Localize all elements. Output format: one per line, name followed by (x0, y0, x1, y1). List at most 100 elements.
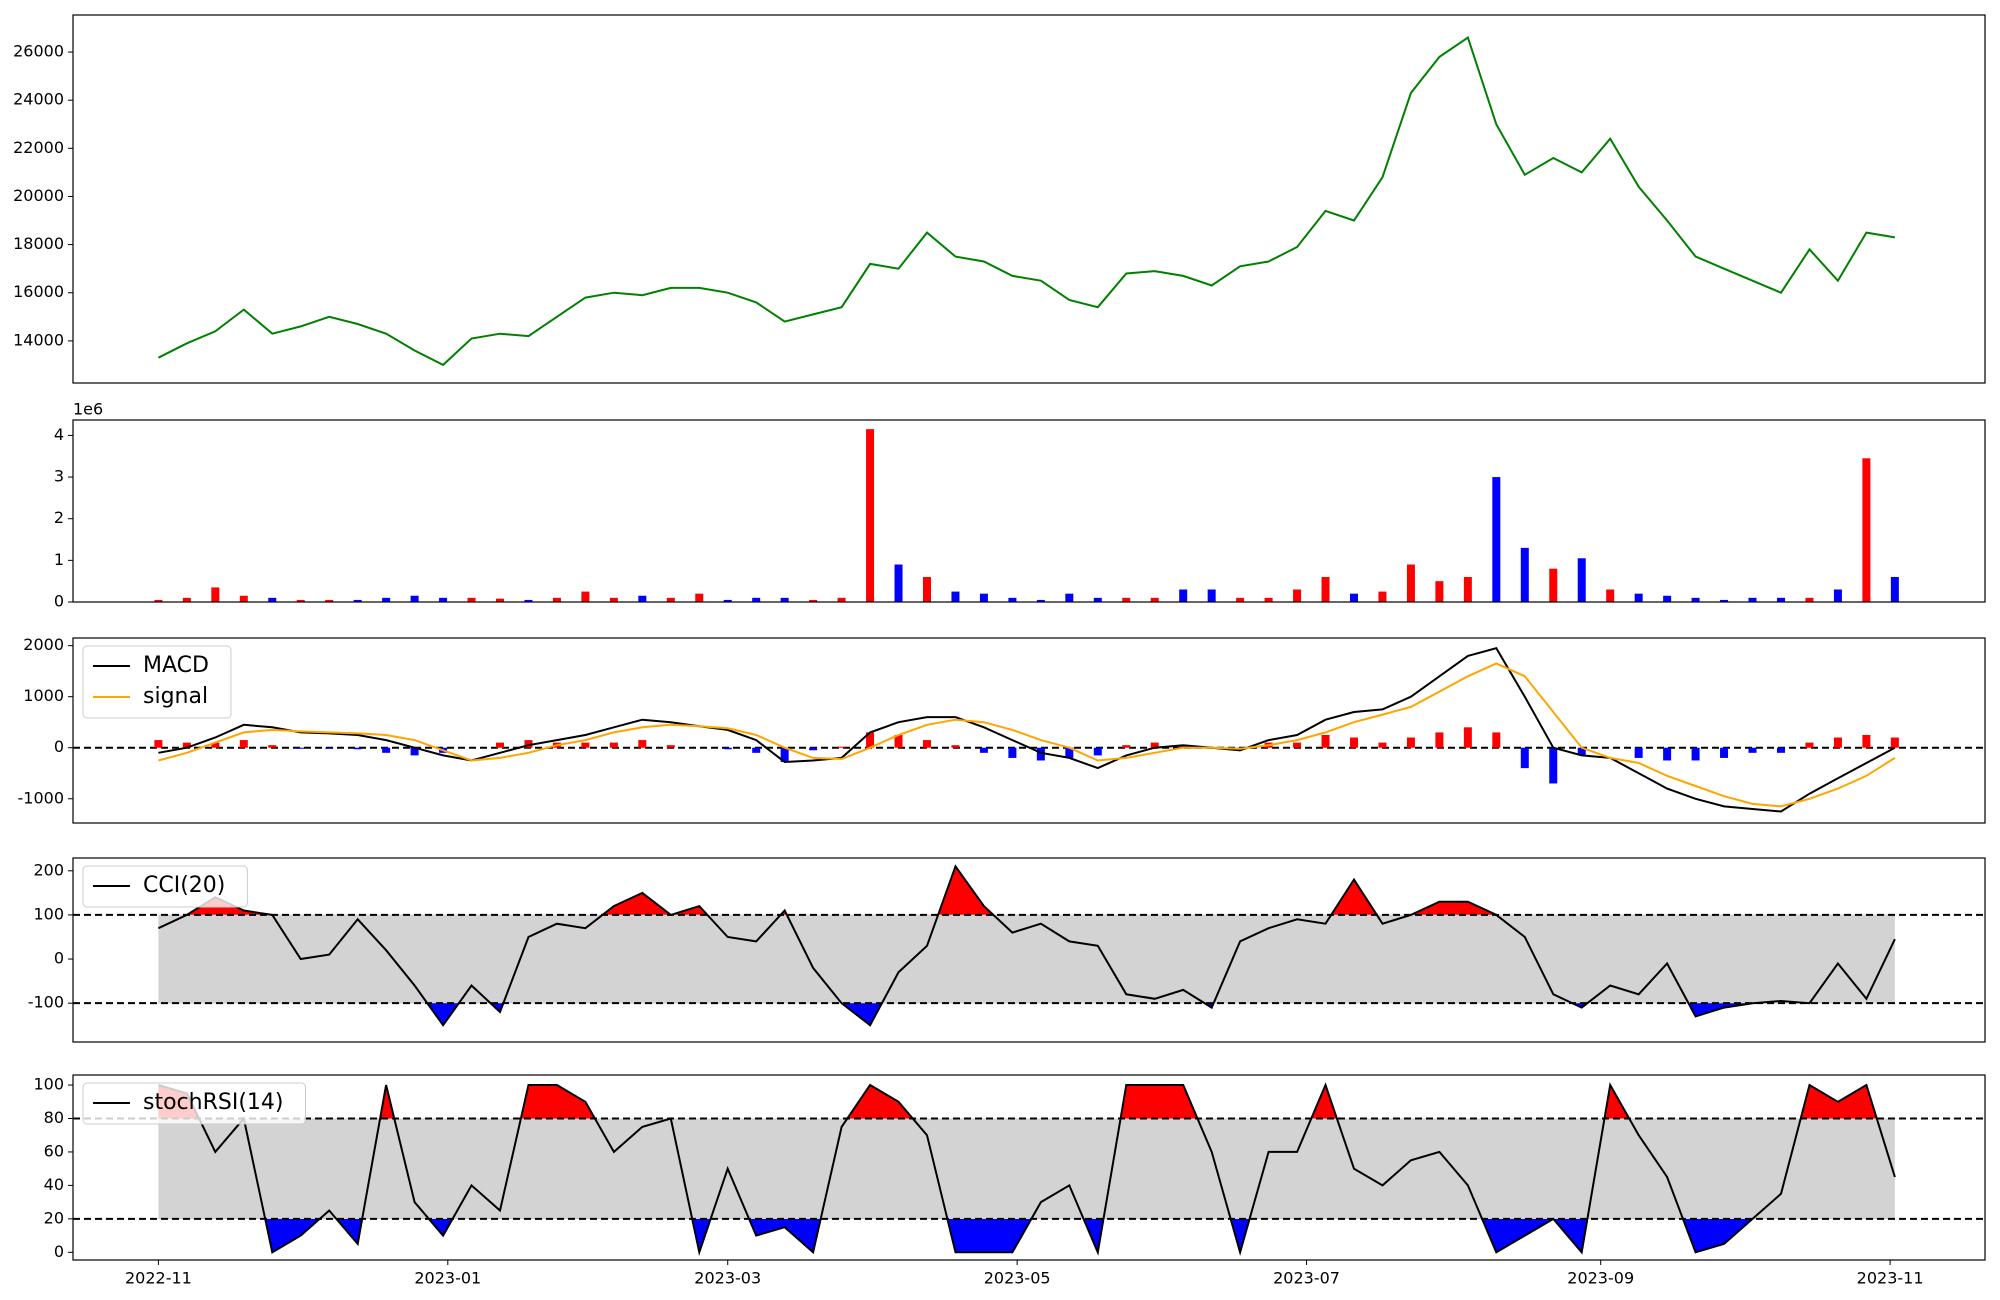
bar (1833, 589, 1842, 602)
bar (1663, 595, 1672, 602)
bar (894, 734, 903, 748)
bar (467, 597, 476, 602)
x-tick-label: 2023-03 (694, 1269, 761, 1288)
bar (979, 747, 988, 753)
legend: CCI(20) (82, 865, 248, 908)
bar (353, 747, 362, 750)
bar (1179, 745, 1188, 748)
legend-label: stochRSI(14) (143, 1090, 284, 1115)
series-line (158, 1082, 1896, 1257)
bar (552, 597, 561, 602)
y-tick-label: 26000 (13, 42, 64, 61)
bar (1150, 742, 1159, 748)
bar (1748, 597, 1757, 602)
panel-frame (72, 857, 1986, 1043)
y-tick-label: 18000 (13, 234, 64, 253)
y-tick-label: 2000 (23, 635, 64, 654)
bar (1776, 597, 1785, 602)
bar (211, 587, 220, 602)
bar (182, 597, 191, 602)
bar (1463, 577, 1472, 602)
y-tick-label: 60 (44, 1141, 64, 1160)
bar (1036, 599, 1045, 602)
legend-box (82, 865, 248, 908)
bar (325, 599, 334, 602)
bar (780, 597, 789, 602)
legend: MACD signal (82, 645, 232, 719)
bar (1378, 591, 1387, 602)
bar (524, 599, 533, 602)
bar (1435, 581, 1444, 602)
bar (1663, 747, 1672, 761)
panel-frame (72, 1074, 1986, 1261)
bar (1549, 747, 1558, 784)
bar (154, 599, 163, 602)
bar (1805, 597, 1814, 602)
bar (1406, 564, 1415, 602)
bar (325, 747, 334, 749)
bar (1065, 593, 1074, 602)
bar (752, 597, 761, 602)
bar (439, 597, 448, 602)
panel: 14000 16000 18000 20000 22000 24000 26000 (13, 14, 1986, 384)
y-tick-label: 0 (54, 592, 64, 611)
bar (1520, 747, 1529, 769)
bar (1036, 747, 1045, 761)
bar (1549, 568, 1558, 602)
bar (1349, 737, 1358, 748)
series-line (158, 647, 1896, 813)
bar (154, 740, 163, 748)
y-tick-label: -1000 (18, 788, 65, 807)
y-tick-label: 200 (33, 860, 64, 879)
x-tick-label: 2023-01 (414, 1269, 481, 1288)
bar (752, 747, 761, 753)
y-tick-label: 100 (33, 904, 64, 923)
bar (723, 747, 732, 750)
series-line (157, 864, 1896, 1027)
y-tick-label: 1 (54, 550, 64, 569)
x-tick-label: 2022-11 (125, 1269, 192, 1288)
y-tick-label: 80 (44, 1108, 64, 1127)
panel-frame (72, 637, 1986, 824)
bar (268, 745, 277, 748)
bar (866, 732, 875, 748)
y-tick-label: 22000 (13, 138, 64, 157)
y-tick-label: 2 (54, 508, 64, 527)
bar (353, 599, 362, 602)
bar (239, 595, 248, 602)
legend: stochRSI(14) (82, 1082, 306, 1125)
bar (1862, 734, 1871, 748)
bar (1748, 747, 1757, 753)
bar (1606, 589, 1615, 602)
bar (1492, 477, 1501, 602)
bar (1577, 747, 1586, 756)
bar (922, 577, 931, 602)
bar (1293, 589, 1302, 602)
bar (1890, 577, 1899, 602)
y-tick-label: 16000 (13, 282, 64, 301)
bar (1008, 747, 1017, 758)
y-tick-label: 0 (54, 949, 64, 968)
bar (809, 599, 818, 602)
bar (1634, 747, 1643, 758)
oversold-fill (265, 1218, 1753, 1253)
y-tick-label: 100 (33, 1075, 64, 1094)
bar (239, 740, 248, 748)
legend-box (82, 1082, 306, 1125)
bar (495, 742, 504, 748)
series-line (158, 662, 1896, 808)
overbought-fill (186, 866, 1497, 915)
panel: 0 20 40 60 80 100 2022-11 2023-01 2023-03 2023-05… (33, 1074, 1986, 1288)
bar (410, 595, 419, 602)
y-tick-label: 20000 (13, 186, 64, 205)
bar (1293, 742, 1302, 748)
bar (894, 564, 903, 602)
panel-frame (72, 419, 1986, 603)
bar (1378, 742, 1387, 748)
bar (1890, 737, 1899, 748)
legend-label: MACD (143, 653, 209, 678)
panel: -1000 0 1000 2000 MACD signal (18, 635, 1986, 824)
bar (695, 593, 704, 602)
bar (866, 429, 875, 602)
legend-box (82, 645, 232, 719)
